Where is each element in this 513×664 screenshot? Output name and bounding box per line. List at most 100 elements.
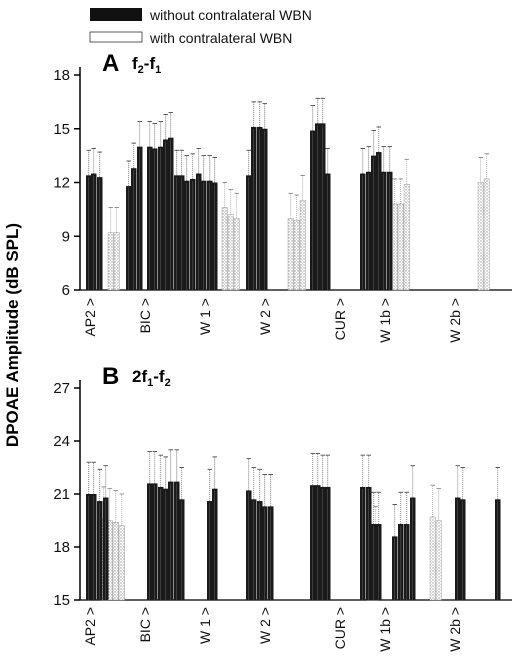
bar-without-wbn: [126, 160, 132, 290]
bar-with-wbn: [227, 214, 234, 291]
bar-without-wbn: [246, 149, 252, 290]
bar-with-wbn: [287, 218, 294, 291]
panel-subtitle: f2-f1: [132, 54, 161, 76]
bar-without-wbn: [97, 468, 103, 600]
y-tick-label: 6: [62, 282, 70, 299]
legend-swatch-with: [89, 31, 143, 43]
bar-without-wbn: [366, 454, 372, 600]
category-label: W 1b >: [377, 607, 393, 652]
bar-without-wbn: [86, 461, 92, 600]
category-label: W 2b >: [447, 298, 463, 343]
y-axis-label: DPOAE Amplitude (dB SPL): [3, 223, 22, 447]
bar-without-wbn: [179, 149, 185, 290]
bar-without-wbn: [97, 151, 103, 290]
bar-without-wbn: [246, 458, 252, 600]
bar-without-wbn: [310, 452, 316, 600]
category-label: AP2 >: [82, 298, 98, 337]
bar-without-wbn: [268, 474, 274, 600]
bar-without-wbn: [257, 468, 263, 600]
bar-without-wbn: [320, 97, 326, 290]
bar-without-wbn: [86, 149, 92, 290]
bar-without-wbn: [137, 121, 143, 290]
y-tick-label: 18: [53, 67, 70, 84]
bar-without-wbn: [158, 454, 164, 600]
y-tick-label: 27: [53, 380, 70, 397]
bar-without-wbn: [315, 97, 321, 290]
panel-subtitle: 2f1-f2: [132, 367, 171, 389]
bar-without-wbn: [310, 105, 316, 290]
bar-without-wbn: [190, 153, 196, 290]
bar-without-wbn: [392, 504, 398, 600]
bar-without-wbn: [168, 112, 174, 290]
legend-label-with: with contralateral WBN: [149, 30, 292, 46]
category-label: BIC >: [137, 298, 153, 333]
category-label: BIC >: [137, 607, 153, 642]
bar-with-wbn: [293, 219, 300, 291]
category-label: CUR >: [332, 607, 348, 649]
bar-without-wbn: [152, 451, 158, 600]
bar-without-wbn: [201, 155, 207, 290]
bar-without-wbn: [404, 491, 410, 600]
y-tick-label: 12: [53, 175, 70, 192]
panel-letter: B: [102, 363, 119, 390]
bar-without-wbn: [257, 101, 263, 290]
category-label: W 2b >: [447, 607, 463, 652]
bar-with-wbn: [299, 200, 306, 291]
bar-without-wbn: [207, 155, 213, 290]
bar-without-wbn: [325, 148, 331, 290]
bar-with-wbn: [113, 232, 120, 291]
bar-without-wbn: [320, 454, 326, 600]
bar-without-wbn: [371, 130, 377, 290]
bar-without-wbn: [163, 114, 169, 290]
bar-without-wbn: [158, 121, 164, 290]
bar-without-wbn: [174, 449, 180, 600]
y-tick-label: 15: [53, 121, 70, 138]
bar-without-wbn: [184, 155, 190, 290]
bar-without-wbn: [398, 491, 404, 600]
bar-without-wbn: [131, 142, 137, 290]
bar-without-wbn: [91, 461, 97, 600]
category-label: W 1b >: [377, 298, 393, 343]
category-label: W 2 >: [257, 298, 273, 335]
bar-without-wbn: [163, 456, 169, 600]
bar-with-wbn: [477, 182, 484, 291]
legend-label-without: without contralateral WBN: [149, 7, 312, 23]
y-tick-label: 18: [53, 539, 70, 556]
bar-without-wbn: [168, 449, 174, 600]
bar-without-wbn: [251, 101, 257, 290]
bar-with-wbn: [483, 178, 490, 291]
bar-without-wbn: [251, 467, 257, 600]
bar-without-wbn: [366, 146, 372, 290]
bar-without-wbn: [179, 467, 185, 600]
bar-without-wbn: [262, 474, 268, 600]
bar-without-wbn: [147, 451, 153, 600]
bar-with-wbn: [221, 207, 228, 291]
bar-without-wbn: [376, 126, 382, 290]
bar-without-wbn: [325, 454, 331, 600]
bar-with-wbn: [112, 522, 119, 601]
bar-without-wbn: [410, 465, 416, 600]
panel-letter: A: [102, 50, 119, 77]
y-tick-label: 21: [53, 486, 70, 503]
bar-without-wbn: [376, 491, 382, 600]
bar-without-wbn: [212, 157, 218, 290]
y-tick-label: 15: [53, 592, 70, 609]
panel-b: 15 18 21 24 27 B 2f1-f2 AP2 > BIC > W 1 > W 2 > CUR…: [53, 363, 512, 652]
bar-without-wbn: [212, 456, 218, 600]
bar-without-wbn: [371, 491, 377, 600]
bar-without-wbn: [152, 122, 158, 290]
bar-without-wbn: [315, 452, 321, 600]
bar-with-wbn: [118, 525, 125, 601]
bar-with-wbn: [107, 232, 114, 291]
bar-with-wbn: [233, 218, 240, 291]
bar-without-wbn: [262, 103, 268, 290]
category-label: W 1 >: [197, 298, 213, 335]
bar-without-wbn: [103, 465, 109, 600]
bar-with-wbn: [403, 184, 410, 291]
bar-without-wbn: [455, 465, 461, 600]
bar-without-wbn: [91, 148, 97, 290]
bar-without-wbn: [196, 148, 202, 290]
bar-without-wbn: [360, 148, 366, 290]
